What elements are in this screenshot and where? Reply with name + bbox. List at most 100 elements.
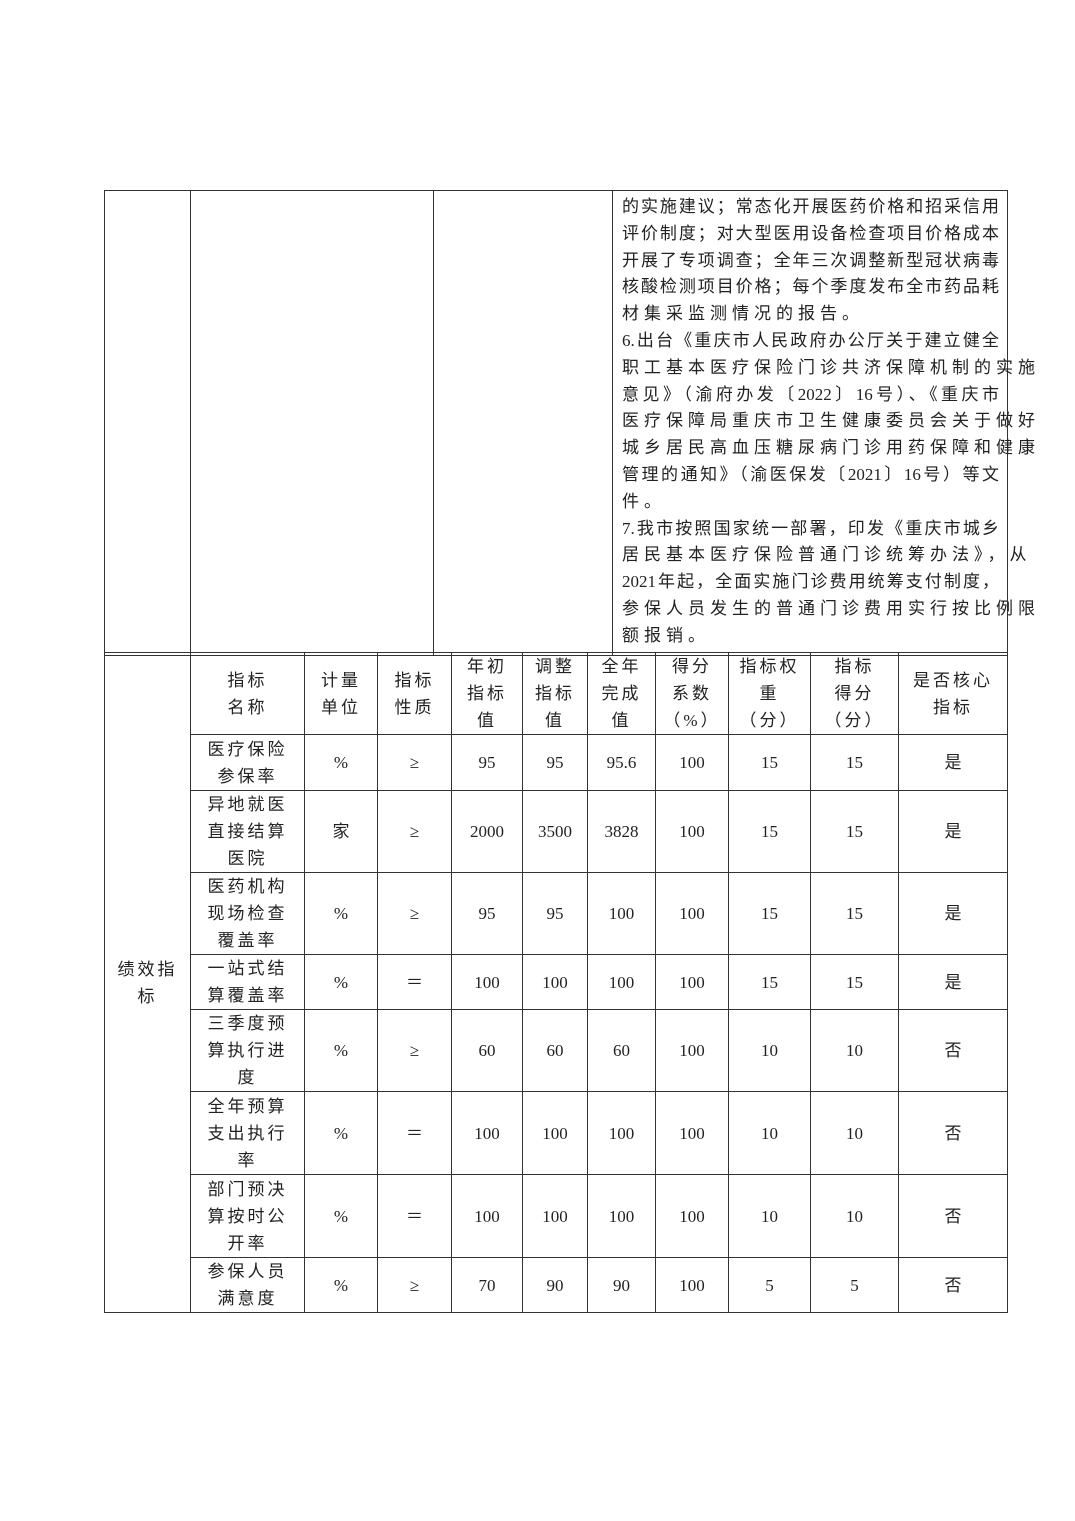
cell-score: 10 [810, 1009, 899, 1092]
implementation-description: 的实施建议；常态化开展医药价格和招采信用 评价制度；对大型医用设备检查项目价格成本… [612, 190, 1040, 656]
cell-nature: ＝ [377, 954, 452, 1010]
cell-actual: 100 [587, 1091, 656, 1175]
cell-text-line: 覆盖率 [217, 931, 278, 950]
cell-initial: 2000 [451, 790, 523, 873]
text-line: 医疗保障局重庆市卫生健康委员会关于做好 [622, 411, 1040, 431]
cell-text-line: 现场检查 [207, 904, 288, 923]
cell-nature: ≥ [377, 734, 452, 791]
cell-text-line: 标 [137, 986, 158, 1006]
cell-coef: 100 [655, 1009, 729, 1092]
table-row: 部门预决 算按时公 开率% ＝ 100 100 100 100 10 10 否 [105, 1174, 1008, 1258]
cell-coef: 100 [655, 872, 729, 955]
cell-initial: 70 [451, 1257, 523, 1313]
cell-text-line: 度 [237, 1068, 258, 1087]
cell-nature: ≥ [377, 790, 452, 873]
cell-weight: 15 [728, 734, 811, 791]
cell-initial: 100 [451, 1091, 523, 1175]
indicator-name: 医药机构现场检查覆盖率 [190, 872, 305, 955]
text-line: 额报销。 [622, 625, 710, 645]
cell-text-line: 异地就医 [207, 795, 288, 814]
indicator-name: 一站式结 算覆盖率 [190, 954, 305, 1010]
text-line: 件。 [622, 491, 666, 511]
cell-unit: % [304, 1091, 378, 1175]
cell-score: 15 [810, 872, 899, 955]
cell-core: 是 [898, 734, 1008, 791]
cell-initial: 100 [451, 954, 523, 1010]
cell-text-line: 调整 [535, 657, 575, 676]
table-row: 医药机构 现场检查 覆盖率% ≥95 95 100 100 15 15 是 [105, 872, 1008, 955]
cell-weight: 10 [728, 1009, 811, 1092]
table-row: 医疗保险 参保率% ≥95 95 95.6 100 15 15 是 [105, 734, 1008, 791]
table-row: 异地就医 直接结算 医院家 ≥2000 3500 3828 100 15 15 是 [105, 790, 1008, 873]
cell-adjusted: 95 [522, 872, 588, 955]
cell-nature: ≥ [377, 1009, 452, 1092]
indicator-name: 全年预算 支出执行率 [190, 1091, 305, 1175]
cell-coef: 100 [655, 1091, 729, 1175]
cell-text-line: 指标 [933, 697, 973, 717]
cell-text-line: 是否核心 [913, 670, 993, 690]
column-header: 年初 指标值 [451, 652, 523, 735]
cell-adjusted: 3500 [522, 790, 588, 873]
cell-core: 否 [898, 1174, 1008, 1258]
cell-unit: % [304, 1174, 378, 1258]
text-line: 城乡居民高血压糖尿病门诊用药保障和健康 [622, 438, 1040, 458]
cell-text-line: 指标 [535, 684, 575, 703]
cell-core: 否 [898, 1009, 1008, 1092]
cell-text-line: 值 [477, 711, 497, 730]
cell-text-line: 满意度 [217, 1289, 278, 1308]
cell-text-line: 一站式结 [207, 959, 288, 978]
cell-core: 否 [898, 1257, 1008, 1313]
cell-core: 是 [898, 872, 1008, 955]
cell-text-line: 系数 [672, 684, 712, 703]
cell-text-line: 医疗保险 [207, 739, 288, 759]
text-line: 管理的通知》（渝医保发〔2021〕16号）等文 [622, 464, 999, 484]
cell-text-line: 医院 [227, 849, 268, 868]
header-row: 绩效指标指标 名称 计量 单位 指标 性质 年初 指标值调整 指标值全年 完成值得分 系数 （%） 指标… [104, 652, 1008, 1313]
performance-indicator-table: 绩效指标指标 名称 计量 单位 指标 性质 年初 指标值调整 指标值全年 完成值得分 系数 （%） 指标… [104, 652, 1008, 1313]
table-row: 全年预算 支出执行率% ＝ 100 100 100 100 10 10 否 [105, 1091, 1008, 1175]
cell-adjusted: 95 [522, 734, 588, 791]
cell-score: 15 [810, 790, 899, 873]
cell-actual: 90 [587, 1257, 656, 1313]
cell-text-line: 参保率 [217, 766, 278, 786]
text-line: 核酸检测项目价格；每个季度发布全市药品耗 [622, 277, 999, 297]
cell-actual: 60 [587, 1009, 656, 1092]
indicator-name: 医疗保险 参保率 [190, 734, 305, 791]
cell-unit: % [304, 954, 378, 1010]
cell-weight: 15 [728, 790, 811, 873]
cell-initial: 100 [451, 1174, 523, 1258]
cell-nature: ≥ [377, 1257, 452, 1313]
cell-actual: 3828 [587, 790, 656, 873]
column-header: 指标权重 （分） [728, 652, 811, 735]
text-line: 7.我市按照国家统一部署，印发《重庆市城乡 [622, 518, 999, 538]
cell-nature: ≥ [377, 872, 452, 955]
column-header: 指标 名称 [190, 652, 305, 735]
cell-weight: 10 [728, 1174, 811, 1258]
cell-weight: 15 [728, 872, 811, 955]
cell-core: 是 [898, 790, 1008, 873]
table-row: 三季度预 算执行进度% ≥60 60 60 100 10 10 否 [105, 1009, 1008, 1092]
text-line: 参保人员发生的普通门诊费用实行按比例限 [622, 598, 1040, 618]
cell-weight: 15 [728, 954, 811, 1010]
cell-unit: % [304, 1257, 378, 1313]
cell-coef: 100 [655, 734, 729, 791]
text-line: 的实施建议；常态化开展医药价格和招采信用 [622, 197, 999, 216]
cell-text-line: 得分 [834, 684, 875, 703]
cell-adjusted: 100 [522, 1174, 588, 1258]
cell-text-line: （%） [663, 711, 721, 730]
cell-text-line: （分） [739, 711, 800, 730]
cell-text-line: 支出执行 [207, 1123, 288, 1143]
cell-text-line: 开率 [227, 1233, 268, 1253]
continued-table-section: 的实施建议；常态化开展医药价格和招采信用 评价制度；对大型医用设备检查项目价格成本… [104, 190, 1040, 656]
column-header: 是否核心 指标 [898, 652, 1008, 735]
cell-text-line: 绩效指 [117, 959, 178, 979]
cell-text-line: 算执行进 [207, 1041, 288, 1060]
text-line: 6.出台《重庆市人民政府办公厅关于建立健全 [622, 330, 999, 350]
cell-text-line: 重 [759, 684, 780, 703]
cell-text-line: 医药机构 [207, 877, 288, 896]
cell-coef: 100 [655, 790, 729, 873]
indicator-name: 参保人员 满意度 [190, 1257, 305, 1313]
cell-text-line: 指标 [467, 684, 507, 703]
cell-text-line: 算覆盖率 [207, 986, 288, 1005]
column-header: 指标 性质 [377, 652, 452, 735]
